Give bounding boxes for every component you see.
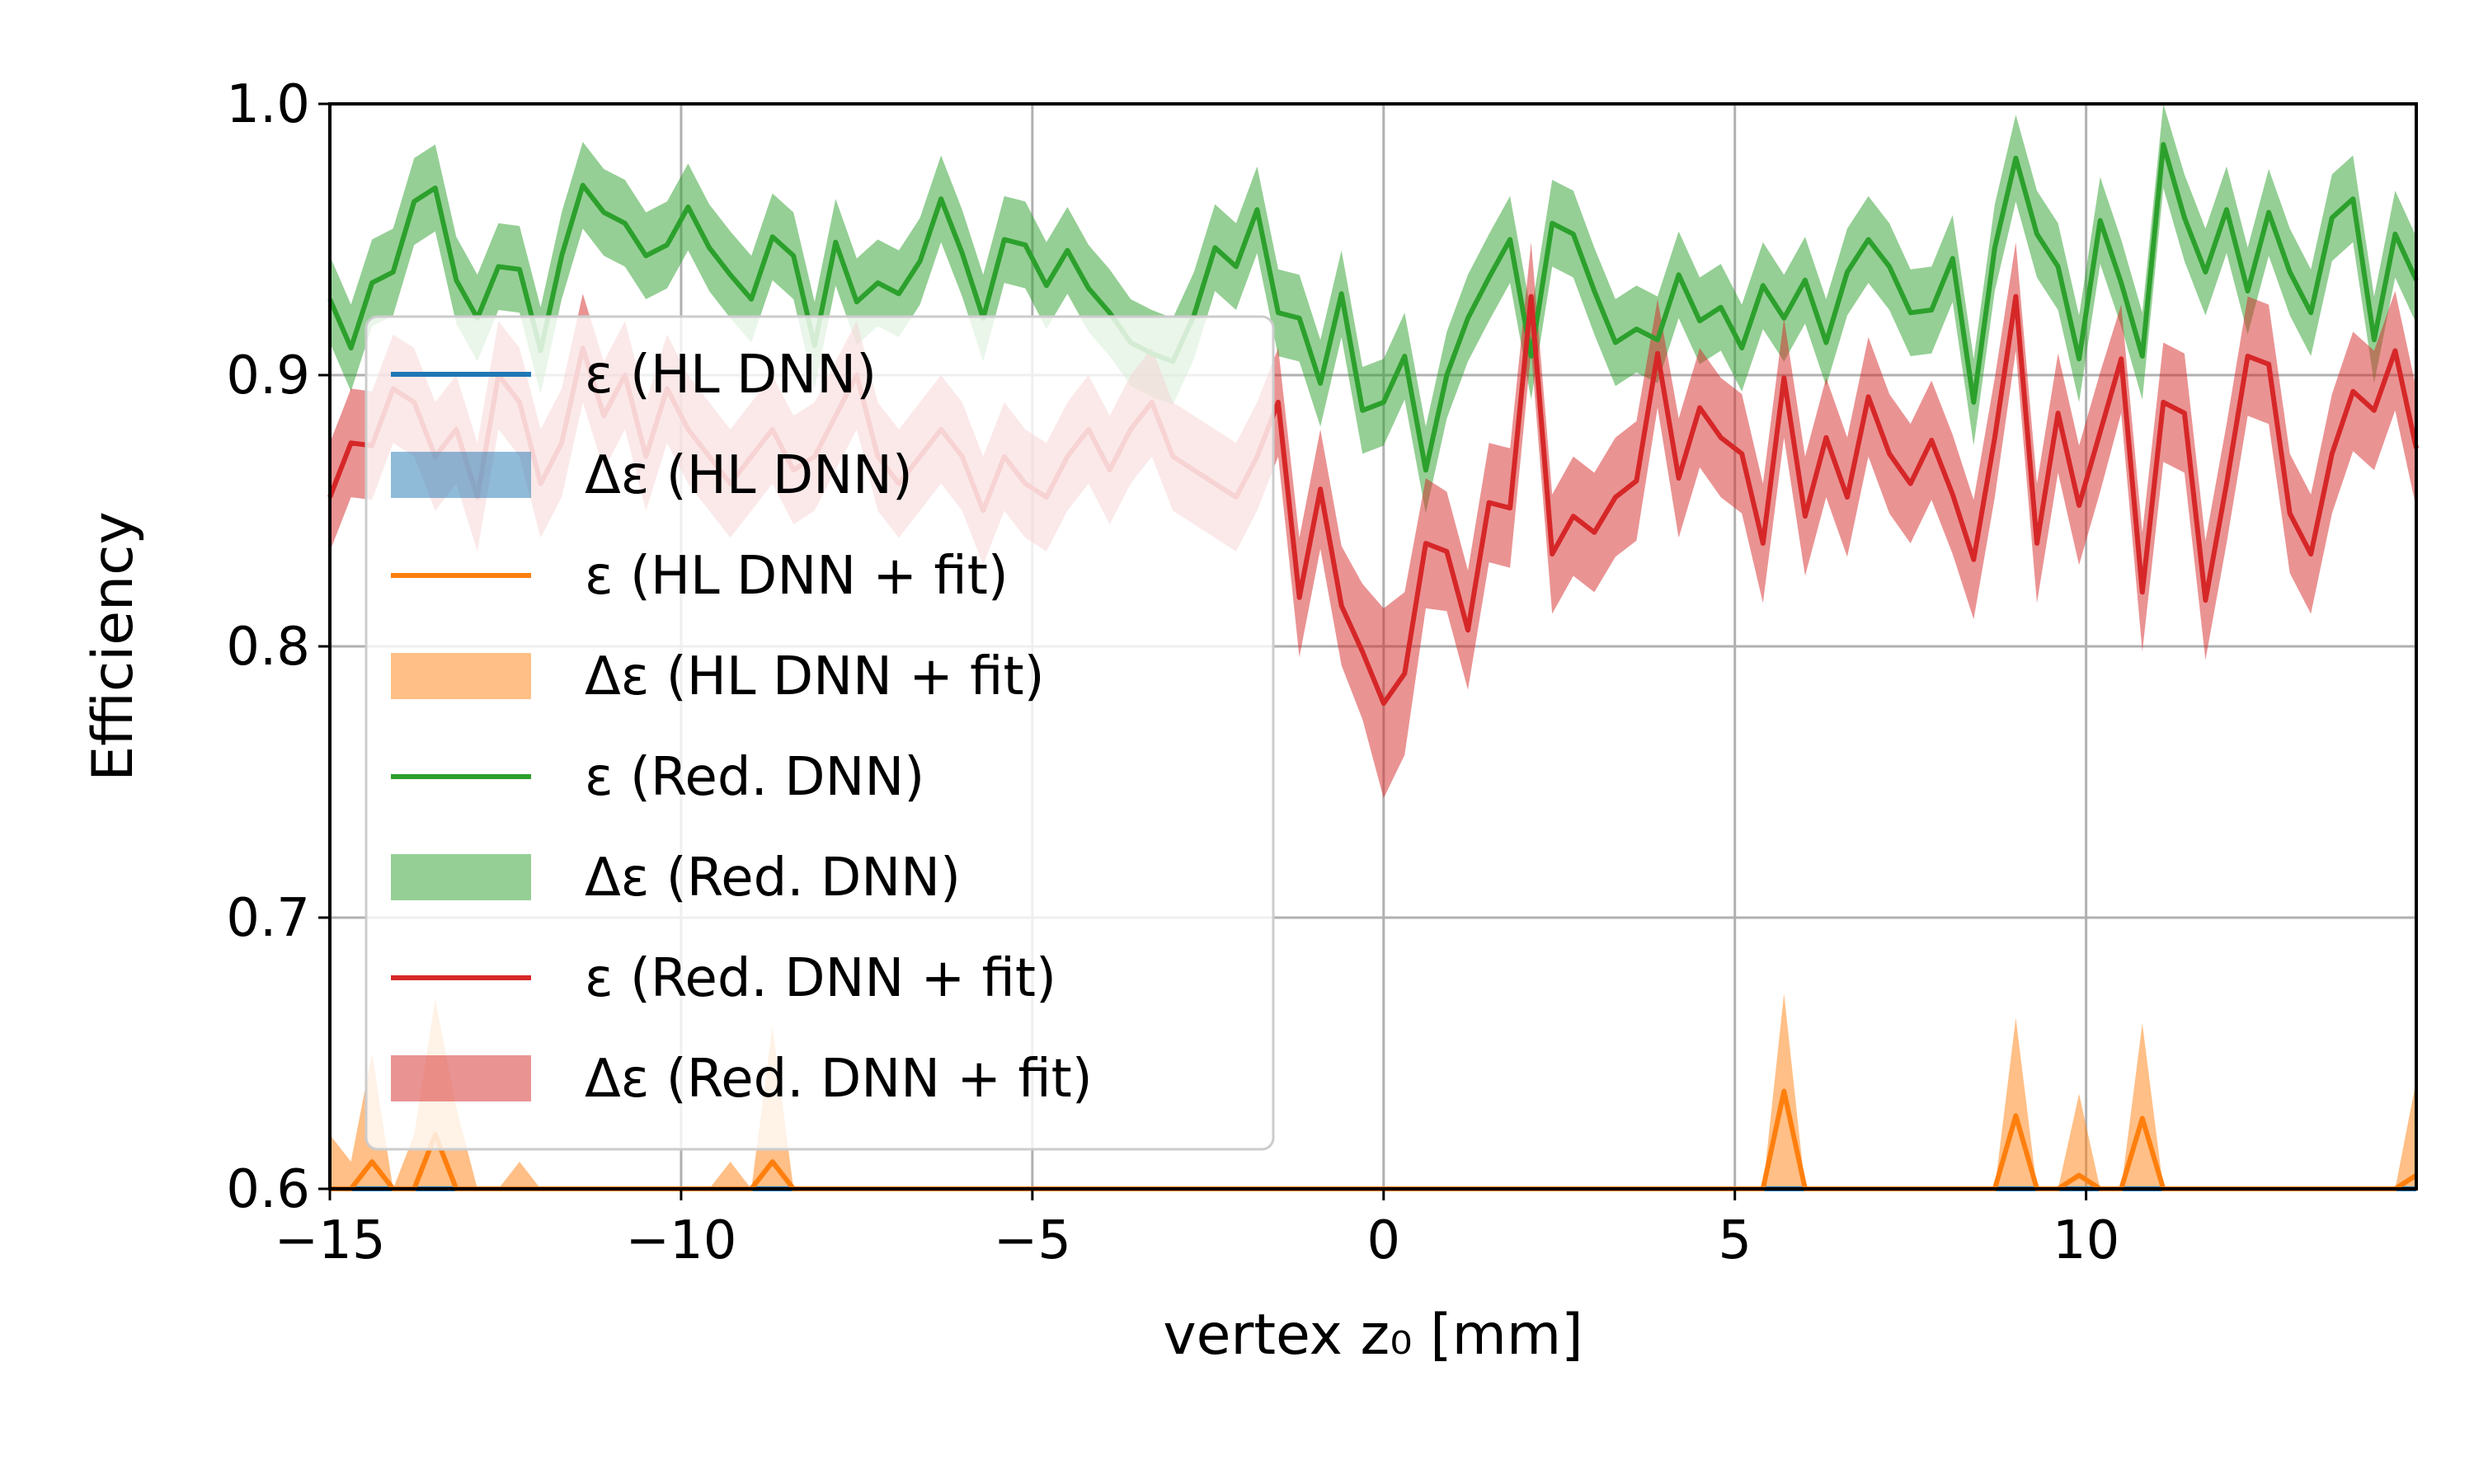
legend-band-swatch — [391, 854, 531, 900]
legend: ε (HL DNN) Δε (HL DNN) ε (HL DNN + fit) Δε … — [365, 315, 1275, 1151]
legend-label: Δε (HL DNN + fit) — [585, 646, 1045, 707]
y-tick-label: 1.0 — [226, 74, 310, 135]
y-tick-label: 0.7 — [226, 888, 310, 949]
legend-label: ε (HL DNN) — [585, 345, 877, 406]
x-tick-label: 10 — [2053, 1210, 2119, 1271]
x-axis-label: vertex z₀ [mm] — [1163, 1303, 1583, 1368]
legend-label: Δε (HL DNN) — [585, 445, 913, 506]
legend-band-swatch — [391, 653, 531, 699]
legend-label: ε (Red. DNN) — [585, 747, 924, 808]
legend-label: ε (HL DNN + fit) — [585, 546, 1009, 607]
x-tick-label: −5 — [994, 1210, 1071, 1271]
legend-label: Δε (Red. DNN + fit) — [585, 1049, 1093, 1110]
x-tick-label: −15 — [274, 1210, 385, 1271]
error-band-series-2 — [330, 104, 2416, 514]
legend-band-swatch — [391, 452, 531, 498]
y-tick-label: 0.9 — [226, 345, 310, 406]
axis-ticks: −15 −10 −5 0 5 10 0.6 0.7 0.8 0.9 1.0 — [226, 74, 2119, 1271]
x-tick-label: 5 — [1718, 1210, 1752, 1271]
y-tick-label: 0.8 — [226, 617, 310, 678]
y-axis-label: Efficiency — [81, 511, 146, 782]
legend-band-swatch — [391, 1055, 531, 1101]
x-tick-label: −10 — [625, 1210, 736, 1271]
x-tick-label: 0 — [1366, 1210, 1400, 1271]
legend-box — [365, 315, 1275, 1151]
line-series-2 — [327, 142, 2419, 473]
legend-label: ε (Red. DNN + fit) — [585, 948, 1056, 1009]
legend-label: Δε (Red. DNN) — [585, 848, 961, 909]
y-tick-label: 0.6 — [226, 1159, 310, 1220]
